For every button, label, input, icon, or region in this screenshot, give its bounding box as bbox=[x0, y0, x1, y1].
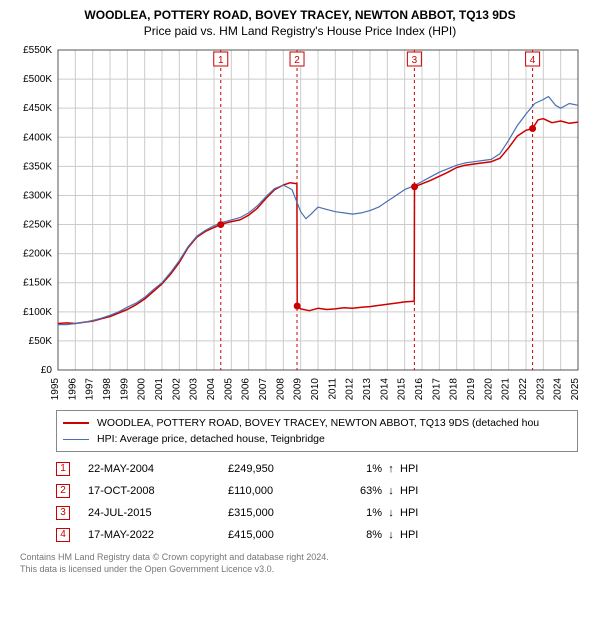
legend-swatch-property bbox=[63, 422, 89, 424]
chart-plot-area: £0 £50K £100K £150K £200K £250K £300K £350K £400… bbox=[12, 44, 588, 404]
event-price: £415,000 bbox=[228, 529, 338, 541]
event-tag: HPI bbox=[400, 485, 440, 497]
svg-text:2006: 2006 bbox=[241, 378, 252, 401]
event-pct: 63% bbox=[338, 485, 382, 497]
event-tag: HPI bbox=[400, 463, 440, 475]
svg-text:£250K: £250K bbox=[23, 220, 52, 231]
event-date: 17-MAY-2022 bbox=[88, 529, 228, 541]
event-price: £315,000 bbox=[228, 507, 338, 519]
svg-text:2009: 2009 bbox=[293, 378, 304, 401]
arrow-down-icon: ↓ bbox=[382, 507, 400, 519]
svg-text:£400K: £400K bbox=[23, 132, 52, 143]
legend-item-hpi: HPI: Average price, detached house, Teig… bbox=[63, 431, 571, 447]
legend-label-hpi: HPI: Average price, detached house, Teig… bbox=[97, 433, 325, 445]
event-marker-1: 1 bbox=[56, 462, 70, 476]
svg-text:1999: 1999 bbox=[119, 378, 130, 401]
footer-attribution: Contains HM Land Registry data © Crown c… bbox=[20, 552, 580, 575]
event-marker-3: 3 bbox=[56, 506, 70, 520]
chart-container: WOODLEA, POTTERY ROAD, BOVEY TRACEY, NEW… bbox=[0, 0, 600, 579]
svg-text:2011: 2011 bbox=[327, 378, 338, 400]
chart-title-main: WOODLEA, POTTERY ROAD, BOVEY TRACEY, NEW… bbox=[10, 8, 590, 22]
svg-text:£0: £0 bbox=[41, 365, 53, 376]
line-chart-svg: £0 £50K £100K £150K £200K £250K £300K £350K £400… bbox=[12, 44, 588, 404]
svg-text:2022: 2022 bbox=[518, 378, 529, 401]
svg-text:2018: 2018 bbox=[449, 378, 460, 401]
svg-text:2025: 2025 bbox=[570, 378, 581, 401]
legend-item-property: WOODLEA, POTTERY ROAD, BOVEY TRACEY, NEW… bbox=[63, 415, 571, 431]
arrow-up-icon: ↑ bbox=[382, 463, 400, 475]
svg-text:2: 2 bbox=[294, 55, 300, 66]
svg-text:2005: 2005 bbox=[223, 378, 234, 401]
svg-text:2007: 2007 bbox=[258, 378, 269, 401]
arrow-down-icon: ↓ bbox=[382, 485, 400, 497]
svg-text:1: 1 bbox=[218, 55, 224, 66]
svg-text:2017: 2017 bbox=[431, 378, 442, 401]
svg-text:1997: 1997 bbox=[85, 378, 96, 401]
svg-text:2019: 2019 bbox=[466, 378, 477, 401]
svg-text:2015: 2015 bbox=[397, 378, 408, 401]
arrow-down-icon: ↓ bbox=[382, 529, 400, 541]
svg-text:3: 3 bbox=[412, 55, 418, 66]
svg-text:1998: 1998 bbox=[102, 378, 113, 401]
event-date: 22-MAY-2004 bbox=[88, 463, 228, 475]
svg-text:2003: 2003 bbox=[189, 378, 200, 401]
legend-label-property: WOODLEA, POTTERY ROAD, BOVEY TRACEY, NEW… bbox=[97, 417, 539, 429]
svg-text:2008: 2008 bbox=[275, 378, 286, 401]
svg-text:2013: 2013 bbox=[362, 378, 373, 401]
svg-text:4: 4 bbox=[530, 55, 536, 66]
chart-title-sub: Price paid vs. HM Land Registry's House … bbox=[10, 24, 590, 38]
event-price: £249,950 bbox=[228, 463, 338, 475]
svg-text:2004: 2004 bbox=[206, 378, 217, 401]
event-pct: 1% bbox=[338, 463, 382, 475]
event-row: 4 17-MAY-2022 £415,000 8% ↓ HPI bbox=[56, 524, 578, 546]
svg-text:£300K: £300K bbox=[23, 190, 52, 201]
svg-text:2023: 2023 bbox=[535, 378, 546, 401]
event-price: £110,000 bbox=[228, 485, 338, 497]
event-row: 2 17-OCT-2008 £110,000 63% ↓ HPI bbox=[56, 480, 578, 502]
event-pct: 1% bbox=[338, 507, 382, 519]
svg-text:£100K: £100K bbox=[23, 307, 52, 318]
svg-text:£500K: £500K bbox=[23, 74, 52, 85]
event-date: 17-OCT-2008 bbox=[88, 485, 228, 497]
svg-text:2010: 2010 bbox=[310, 378, 321, 401]
event-table: 1 22-MAY-2004 £249,950 1% ↑ HPI 2 17-OCT… bbox=[56, 458, 578, 546]
event-row: 3 24-JUL-2015 £315,000 1% ↓ HPI bbox=[56, 502, 578, 524]
svg-text:2021: 2021 bbox=[501, 378, 512, 401]
svg-text:2024: 2024 bbox=[553, 378, 564, 401]
svg-text:£350K: £350K bbox=[23, 161, 52, 172]
event-date: 24-JUL-2015 bbox=[88, 507, 228, 519]
legend-swatch-hpi bbox=[63, 439, 89, 440]
svg-text:£50K: £50K bbox=[29, 336, 53, 347]
svg-text:2000: 2000 bbox=[137, 378, 148, 401]
event-marker-2: 2 bbox=[56, 484, 70, 498]
svg-text:2012: 2012 bbox=[345, 378, 356, 401]
svg-text:2014: 2014 bbox=[379, 378, 390, 401]
svg-text:£450K: £450K bbox=[23, 103, 52, 114]
svg-text:1995: 1995 bbox=[50, 378, 61, 401]
svg-text:2020: 2020 bbox=[483, 378, 494, 401]
legend: WOODLEA, POTTERY ROAD, BOVEY TRACEY, NEW… bbox=[56, 410, 578, 452]
svg-text:2002: 2002 bbox=[171, 378, 182, 401]
event-tag: HPI bbox=[400, 529, 440, 541]
event-marker-4: 4 bbox=[56, 528, 70, 542]
svg-text:2016: 2016 bbox=[414, 378, 425, 401]
event-pct: 8% bbox=[338, 529, 382, 541]
svg-text:2001: 2001 bbox=[154, 378, 165, 401]
event-row: 1 22-MAY-2004 £249,950 1% ↑ HPI bbox=[56, 458, 578, 480]
footer-line1: Contains HM Land Registry data © Crown c… bbox=[20, 552, 580, 564]
footer-line2: This data is licensed under the Open Gov… bbox=[20, 564, 580, 576]
svg-text:£550K: £550K bbox=[23, 45, 52, 56]
svg-text:£200K: £200K bbox=[23, 249, 52, 260]
svg-text:1996: 1996 bbox=[67, 378, 78, 401]
event-tag: HPI bbox=[400, 507, 440, 519]
svg-text:£150K: £150K bbox=[23, 278, 52, 289]
